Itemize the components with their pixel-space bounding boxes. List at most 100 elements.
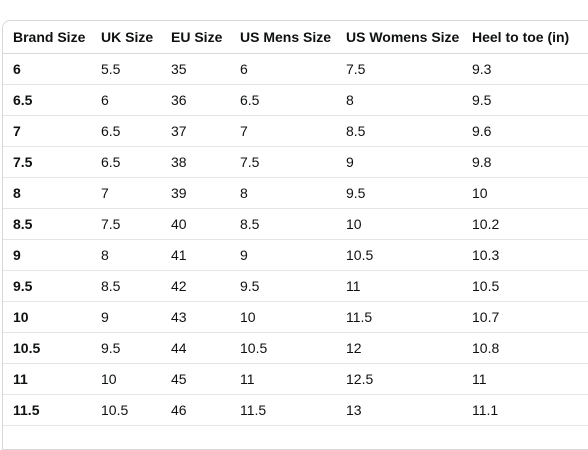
header-us-mens-size: US Mens Size: [230, 21, 336, 54]
cell-us-mens-size: 8: [230, 177, 336, 209]
table-row: 10.5 9.5 44 10.5 12 10.8: [3, 332, 588, 364]
cell-eu-size: 40: [161, 208, 230, 240]
table-body: 6 5.5 35 6 7.5 9.3 6.5 6 36 6.5 8 9.5 7 6.5 37 7 8.5 9.6 7…: [3, 53, 588, 449]
cell-us-mens-size: 6.5: [230, 84, 336, 116]
table-row: 7 6.5 37 7 8.5 9.6: [3, 115, 588, 147]
cell-us-womens-size: 8.5: [336, 115, 462, 147]
cell-eu-size: 43: [161, 301, 230, 333]
table-row: 6.5 6 36 6.5 8 9.5: [3, 84, 588, 116]
cell-eu-size: 36: [161, 84, 230, 116]
table-row: 6 5.5 35 6 7.5 9.3: [3, 53, 588, 85]
header-row: Brand Size UK Size EU Size US Mens Size …: [3, 21, 588, 54]
cell-eu-size: 37: [161, 115, 230, 147]
cell-uk-size: 8.5: [91, 270, 161, 302]
cell-us-mens-size: [230, 425, 336, 449]
cell-heel-to-toe: [462, 425, 588, 449]
cell-eu-size: 46: [161, 394, 230, 426]
header-brand-size: Brand Size: [3, 21, 91, 54]
cell-heel-to-toe: 10.2: [462, 208, 588, 240]
cell-uk-size: 9: [91, 301, 161, 333]
cell-us-mens-size: 8.5: [230, 208, 336, 240]
cell-uk-size: 6: [91, 84, 161, 116]
cell-eu-size: 35: [161, 53, 230, 85]
cell-brand-size: 8.5: [3, 208, 91, 240]
cell-heel-to-toe: 10.8: [462, 332, 588, 364]
cell-brand-size: 10: [3, 301, 91, 333]
table-row: 7.5 6.5 38 7.5 9 9.8: [3, 146, 588, 178]
cell-us-womens-size: [336, 425, 462, 449]
cell-heel-to-toe: 11.1: [462, 394, 588, 426]
cell-eu-size: 45: [161, 363, 230, 395]
cell-us-womens-size: 13: [336, 394, 462, 426]
cell-brand-size: 6.5: [3, 84, 91, 116]
cell-uk-size: 8: [91, 239, 161, 271]
cell-heel-to-toe: 9.3: [462, 53, 588, 85]
cell-us-mens-size: 7.5: [230, 146, 336, 178]
cell-us-womens-size: 9: [336, 146, 462, 178]
cell-brand-size: 7: [3, 115, 91, 147]
cell-uk-size: 5.5: [91, 53, 161, 85]
cell-heel-to-toe: 10.5: [462, 270, 588, 302]
table-row: 8.5 7.5 40 8.5 10 10.2: [3, 208, 588, 240]
cell-brand-size: 6: [3, 53, 91, 85]
table-row: 10 9 43 10 11.5 10.7: [3, 301, 588, 333]
cell-uk-size: 10: [91, 363, 161, 395]
cell-us-mens-size: 7: [230, 115, 336, 147]
size-chart-table: Brand Size UK Size EU Size US Mens Size …: [3, 21, 588, 449]
header-eu-size: EU Size: [161, 21, 230, 54]
cell-us-womens-size: 10: [336, 208, 462, 240]
table-header: Brand Size UK Size EU Size US Mens Size …: [3, 21, 588, 54]
cell-eu-size: 39: [161, 177, 230, 209]
cell-uk-size: 7: [91, 177, 161, 209]
cell-us-womens-size: 11.5: [336, 301, 462, 333]
cell-brand-size: 9: [3, 239, 91, 271]
header-uk-size: UK Size: [91, 21, 161, 54]
cell-us-mens-size: 9.5: [230, 270, 336, 302]
cell-uk-size: [91, 425, 161, 449]
table-row: 9.5 8.5 42 9.5 11 10.5: [3, 270, 588, 302]
cell-heel-to-toe: 9.5: [462, 84, 588, 116]
table-row: 9 8 41 9 10.5 10.3: [3, 239, 588, 271]
cell-uk-size: 9.5: [91, 332, 161, 364]
cell-us-womens-size: 12: [336, 332, 462, 364]
cell-heel-to-toe: 10: [462, 177, 588, 209]
cell-us-mens-size: 11.5: [230, 394, 336, 426]
cell-eu-size: 44: [161, 332, 230, 364]
table-row: 11 10 45 11 12.5 11: [3, 363, 588, 395]
cell-eu-size: [161, 425, 230, 449]
cell-us-mens-size: 10.5: [230, 332, 336, 364]
cell-eu-size: 38: [161, 146, 230, 178]
cell-brand-size: 8: [3, 177, 91, 209]
cell-brand-size: 9.5: [3, 270, 91, 302]
cell-us-mens-size: 6: [230, 53, 336, 85]
table-row: 8 7 39 8 9.5 10: [3, 177, 588, 209]
cell-us-womens-size: 7.5: [336, 53, 462, 85]
cell-heel-to-toe: 10.3: [462, 239, 588, 271]
cell-us-womens-size: 9.5: [336, 177, 462, 209]
header-us-womens-size: US Womens Size: [336, 21, 462, 54]
cell-brand-size: 7.5: [3, 146, 91, 178]
table-row: 11.5 10.5 46 11.5 13 11.1: [3, 394, 588, 426]
cell-us-mens-size: 9: [230, 239, 336, 271]
cell-heel-to-toe: 9.8: [462, 146, 588, 178]
cell-us-womens-size: 11: [336, 270, 462, 302]
header-heel-to-toe: Heel to toe (in): [462, 21, 588, 54]
cell-brand-size: 11.5: [3, 394, 91, 426]
cell-uk-size: 7.5: [91, 208, 161, 240]
cell-us-womens-size: 10.5: [336, 239, 462, 271]
cell-us-womens-size: 8: [336, 84, 462, 116]
cell-us-mens-size: 10: [230, 301, 336, 333]
cell-uk-size: 10.5: [91, 394, 161, 426]
cell-us-mens-size: 11: [230, 363, 336, 395]
cell-uk-size: 6.5: [91, 115, 161, 147]
size-chart-table-container: Brand Size UK Size EU Size US Mens Size …: [2, 20, 588, 450]
cell-heel-to-toe: 11: [462, 363, 588, 395]
cell-brand-size: 10.5: [3, 332, 91, 364]
cell-eu-size: 41: [161, 239, 230, 271]
cell-us-womens-size: 12.5: [336, 363, 462, 395]
cell-heel-to-toe: 10.7: [462, 301, 588, 333]
table-row: [3, 425, 588, 449]
cell-heel-to-toe: 9.6: [462, 115, 588, 147]
cell-eu-size: 42: [161, 270, 230, 302]
cell-brand-size: [3, 425, 91, 449]
